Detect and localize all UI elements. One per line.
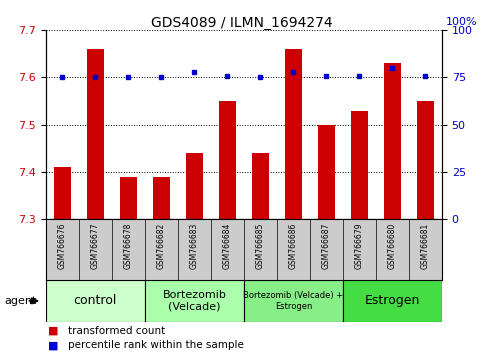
Text: Bortezomib
(Velcade): Bortezomib (Velcade)	[162, 290, 227, 312]
Text: GDS4089 / ILMN_1694274: GDS4089 / ILMN_1694274	[151, 16, 332, 30]
Text: GSM766683: GSM766683	[190, 222, 199, 269]
Text: GSM766677: GSM766677	[91, 222, 100, 269]
Text: ■: ■	[48, 340, 59, 350]
Text: transformed count: transformed count	[68, 326, 165, 336]
Bar	[120, 177, 137, 219]
Text: GSM766686: GSM766686	[289, 222, 298, 269]
Bar	[145, 280, 244, 322]
Bar	[318, 125, 335, 219]
Bar	[244, 280, 343, 322]
Bar	[87, 49, 104, 219]
Text: ■: ■	[48, 326, 59, 336]
Text: GSM766687: GSM766687	[322, 222, 331, 269]
Text: GSM766681: GSM766681	[421, 222, 430, 269]
Bar	[417, 101, 434, 219]
Text: GSM766684: GSM766684	[223, 222, 232, 269]
Text: Bortezomib (Velcade) +
Estrogen: Bortezomib (Velcade) + Estrogen	[243, 291, 343, 310]
Bar	[54, 167, 71, 219]
Bar	[285, 49, 302, 219]
Bar	[384, 63, 401, 219]
Text: GSM766678: GSM766678	[124, 222, 133, 269]
Text: 100%: 100%	[446, 17, 478, 27]
Bar	[351, 110, 368, 219]
Bar	[343, 280, 442, 322]
Text: GSM766685: GSM766685	[256, 222, 265, 269]
Bar	[219, 101, 236, 219]
Text: Estrogen: Estrogen	[365, 295, 420, 307]
Text: GSM766679: GSM766679	[355, 222, 364, 269]
Text: agent: agent	[5, 296, 37, 306]
Text: GSM766680: GSM766680	[388, 222, 397, 269]
Bar	[252, 153, 269, 219]
Bar	[186, 153, 203, 219]
Text: GSM766682: GSM766682	[157, 222, 166, 269]
Bar	[46, 280, 145, 322]
Bar	[153, 177, 170, 219]
Text: percentile rank within the sample: percentile rank within the sample	[68, 340, 243, 350]
Text: control: control	[74, 295, 117, 307]
Text: GSM766676: GSM766676	[58, 222, 67, 269]
